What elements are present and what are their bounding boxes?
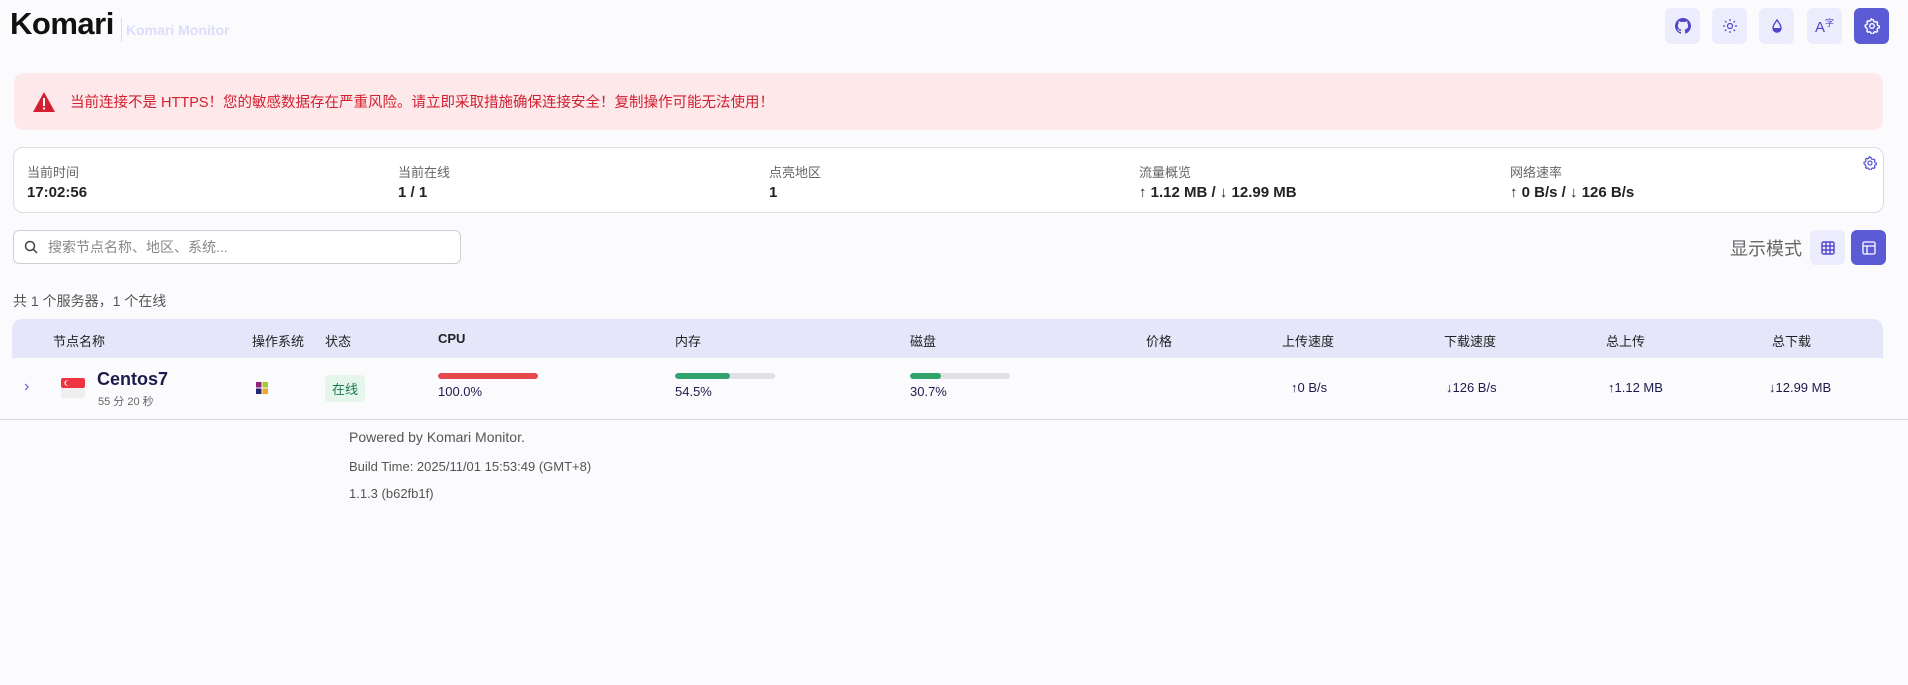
color-theme-button[interactable] [1759, 8, 1794, 44]
stats-card: 当前时间 17:02:56 当前在线 1 / 1 点亮地区 1 流量概览 ↑ 1.12 … [13, 147, 1884, 213]
github-button[interactable] [1665, 8, 1700, 44]
language-button[interactable]: A字 [1807, 8, 1842, 44]
memory-value: 54.5% [675, 384, 712, 399]
drop-icon [1771, 18, 1782, 33]
display-mode-label: 显示模式 [1730, 239, 1802, 259]
col-upload-speed: 上传速度 [1282, 334, 1335, 349]
settings-button[interactable] [1854, 8, 1889, 44]
col-os: 操作系统 [252, 334, 305, 349]
col-status: 状态 [325, 334, 352, 349]
row-divider [0, 419, 1908, 420]
memory-progress-bar [675, 373, 775, 379]
server-count-summary: 共 1 个服务器，1 个在线 [13, 293, 167, 309]
cpu-value: 100.0% [438, 384, 483, 399]
stat-network-speed: 网络速率 ↑ 0 B/s / ↓ 126 B/s [1510, 165, 1635, 201]
translate-icon: A字 [1814, 18, 1835, 36]
server-name[interactable]: Centos7 [97, 369, 169, 389]
centos-icon [256, 382, 268, 394]
disk-value: 30.7% [910, 384, 947, 399]
total-download-value: ↓12.99 MB [1769, 380, 1832, 395]
disk-progress-bar [910, 373, 1010, 379]
download-speed-value: ↓126 B/s [1446, 380, 1497, 395]
cpu-progress-bar [438, 373, 538, 379]
footer-powered-by: Powered by Komari Monitor. [349, 429, 525, 445]
table-view-button[interactable] [1851, 230, 1886, 265]
gear-icon [1864, 18, 1880, 34]
singapore-flag-icon [61, 378, 85, 398]
search-input[interactable]: 搜索节点名称、地区、系统... [13, 230, 461, 264]
stat-current-time: 当前时间 17:02:56 [27, 165, 88, 201]
stats-settings-gear-icon[interactable] [1863, 156, 1877, 170]
search-placeholder: 搜索节点名称、地区、系统... [48, 239, 228, 255]
grid-view-button[interactable] [1810, 230, 1845, 265]
warning-icon [33, 91, 55, 112]
total-upload-value: ↑1.12 MB [1608, 380, 1663, 395]
col-price: 价格 [1146, 334, 1173, 349]
logo-divider [121, 18, 122, 42]
col-download-speed: 下载速度 [1444, 334, 1497, 349]
table-icon [1861, 240, 1876, 255]
col-total-download: 总下载 [1772, 334, 1812, 349]
expand-chevron-icon[interactable]: › [24, 378, 30, 395]
col-name: 节点名称 [53, 334, 106, 349]
search-icon [24, 240, 38, 254]
logo-subtitle: Komari Monitor [126, 22, 230, 38]
table-header: 节点名称 操作系统 状态 CPU 内存 磁盘 价格 上传速度 下载速度 总上传 … [12, 319, 1883, 358]
https-warning-alert: 当前连接不是 HTTPS！您的敏感数据存在严重风险。请立即采取措施确保连接安全！… [14, 73, 1883, 130]
col-total-upload: 总上传 [1606, 334, 1646, 349]
footer-build-time: Build Time: 2025/11/01 15:53:49 (GMT+8) [349, 459, 592, 474]
stat-online: 当前在线 1 / 1 [398, 165, 451, 201]
upload-speed-value: ↑0 B/s [1291, 380, 1328, 395]
col-disk: 磁盘 [910, 334, 937, 349]
github-icon [1674, 18, 1691, 34]
theme-toggle-button[interactable] [1712, 8, 1747, 44]
stat-regions: 点亮地区 1 [769, 165, 822, 201]
sun-icon [1722, 19, 1737, 33]
alert-text: 当前连接不是 HTTPS！您的敏感数据存在严重风险。请立即采取措施确保连接安全！… [70, 95, 775, 111]
status-badge: 在线 [325, 375, 366, 402]
col-memory: 内存 [675, 334, 702, 349]
footer-version: 1.1.3 (b62fb1f) [349, 486, 434, 501]
stat-traffic: 流量概览 ↑ 1.12 MB / ↓ 12.99 MB [1139, 165, 1297, 201]
col-cpu: CPU [438, 331, 466, 346]
logo: Komari [10, 6, 114, 41]
grid-icon [1820, 240, 1835, 255]
server-uptime: 55 分 20 秒 [98, 396, 154, 408]
